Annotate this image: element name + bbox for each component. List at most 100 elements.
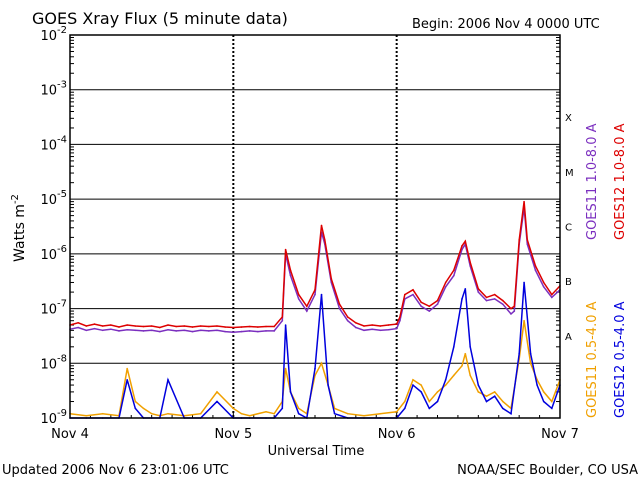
y-axis-label: Watts m-2 [10, 194, 28, 262]
series-point [477, 384, 480, 386]
series-point [502, 303, 504, 306]
y-tick-label: 10-7 [40, 299, 67, 318]
legend-entry: GOES12 0.5-4.0 A [613, 301, 628, 418]
series-point [199, 412, 202, 415]
y-tick-base: 10 [40, 29, 57, 44]
series-point [551, 407, 553, 410]
series-point [240, 330, 243, 333]
series-point [428, 400, 431, 403]
series-point [461, 364, 463, 367]
y-tick-exponent: -7 [57, 299, 67, 310]
series-point [477, 287, 480, 290]
series-point [518, 352, 520, 355]
series-line [69, 207, 561, 333]
series-point [314, 367, 316, 370]
series-point [85, 329, 88, 332]
y-tick-exponent: -5 [57, 189, 67, 200]
series-point [150, 329, 153, 332]
series-point [387, 328, 390, 331]
series-point [118, 330, 120, 332]
series-point [444, 378, 447, 381]
y-tick-label: 10-5 [40, 189, 67, 208]
y-tick-exponent: -2 [57, 25, 67, 36]
series-point [208, 330, 210, 332]
data-source: NOAA/SEC Boulder, CO USA [457, 463, 638, 478]
series-point [297, 293, 300, 296]
series-point [297, 407, 300, 410]
series-point [412, 293, 414, 296]
series-point [404, 407, 406, 410]
series-point [126, 328, 128, 331]
series-point [363, 329, 365, 332]
series-point [371, 328, 373, 330]
series-point [320, 224, 323, 227]
y-tick-label: 10-8 [40, 353, 67, 372]
series-point [379, 329, 382, 332]
series-point [314, 293, 316, 296]
series-point [477, 391, 480, 393]
series-point [126, 378, 128, 381]
x-tick-label: Nov 7 [541, 427, 579, 442]
series-point [273, 412, 275, 415]
series-point [436, 299, 439, 302]
series-point [526, 239, 529, 241]
series-point [216, 329, 218, 332]
series-point [523, 200, 525, 203]
series-point [101, 412, 104, 415]
series-point [502, 400, 504, 403]
series-point [77, 321, 79, 324]
series-point [363, 325, 365, 327]
series-point [444, 281, 447, 284]
series-point [110, 324, 112, 326]
series-point [257, 330, 259, 333]
series-point [101, 325, 104, 327]
series-point [183, 325, 186, 327]
series-point [284, 324, 287, 326]
series-point [320, 293, 323, 296]
y-tick-exponent: -9 [57, 408, 67, 419]
series-point [436, 303, 439, 306]
series-point [265, 330, 267, 332]
series-point [485, 299, 488, 302]
series-point [150, 412, 153, 415]
y-tick-base: 10 [40, 357, 57, 372]
y-tick-exponent: -4 [57, 134, 67, 145]
series-point [85, 414, 88, 417]
series-point [216, 391, 218, 393]
series-point [493, 395, 496, 398]
series-point [134, 400, 137, 403]
series-point [126, 367, 128, 370]
series-point [183, 329, 186, 332]
series-point [420, 391, 422, 393]
series-point [510, 313, 512, 315]
series-point [216, 325, 218, 327]
series-point [142, 407, 145, 410]
series-line [70, 282, 561, 420]
series-point [485, 400, 488, 403]
series-point [101, 329, 104, 332]
series-point [464, 240, 467, 243]
series-point [523, 319, 525, 322]
series-point [436, 391, 439, 393]
series-point [232, 331, 235, 333]
series-point [493, 293, 496, 296]
series-point [453, 346, 455, 348]
legend-entry: GOES12 1.0-8.0 A [613, 123, 628, 240]
series-point [513, 305, 516, 308]
series-point [134, 407, 137, 410]
series-point [297, 298, 300, 300]
flare-class-label: B [565, 277, 572, 288]
series-point [284, 367, 287, 370]
series-point [412, 384, 414, 386]
series-point [502, 407, 504, 410]
series-point [199, 329, 202, 332]
series-point [371, 324, 373, 326]
series-point [518, 239, 520, 241]
series-point [346, 316, 349, 318]
series-point [534, 265, 537, 267]
series-point [510, 307, 512, 310]
series-point [395, 410, 398, 413]
series-point [395, 327, 398, 330]
flare-class-label: M [565, 168, 574, 179]
